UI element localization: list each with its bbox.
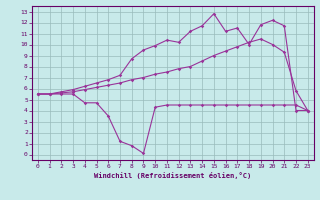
X-axis label: Windchill (Refroidissement éolien,°C): Windchill (Refroidissement éolien,°C) <box>94 172 252 179</box>
